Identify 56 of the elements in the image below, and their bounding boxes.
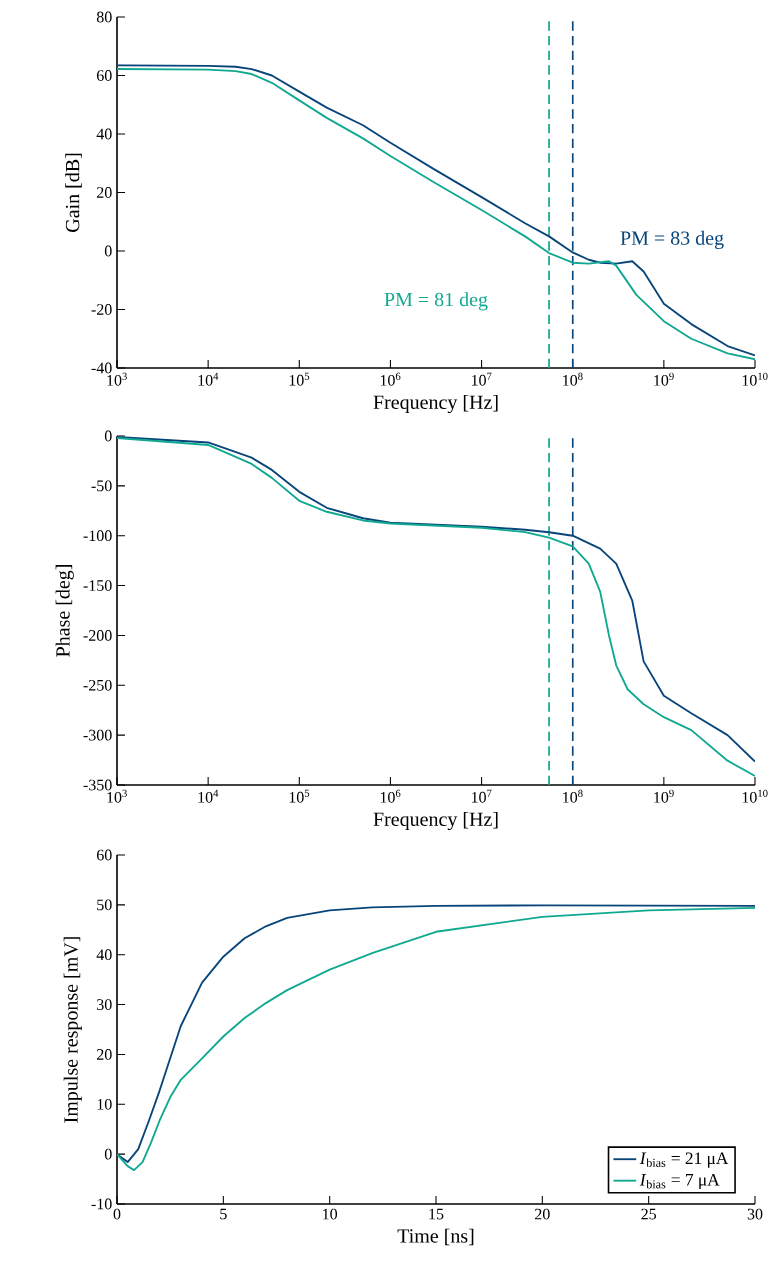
annotation: PM = 83 deg: [620, 230, 724, 249]
legend-label: I$_{bias}$ = 7 μA: [639, 1173, 720, 1190]
x-tick-label: 10$^{4}$: [198, 372, 219, 386]
x-tick-label: 5: [220, 1208, 227, 1220]
x-tick-label: 10: [323, 1208, 338, 1220]
y-tick-label: -20: [91, 304, 112, 315]
x-tick-label: 10$^{5}$: [289, 789, 310, 803]
x-axis-title: Frequency [Hz]: [373, 811, 498, 831]
x-tick-label: 10$^{9}$: [654, 372, 674, 386]
y-tick-label: 0: [104, 245, 112, 257]
y-tick-label: -300: [83, 729, 112, 741]
x-tick-label: 10$^{7}$: [471, 789, 492, 803]
legend-label: I$_{bias}$ = 21 μA: [639, 1152, 729, 1168]
x-tick-label: 10$^{6}$: [380, 789, 401, 803]
x-tick-label: 10$^{3}$: [107, 789, 127, 803]
y-tick-label: -350: [83, 779, 112, 791]
y-tick-label: -100: [83, 530, 112, 542]
y-tick-label: 50: [97, 899, 112, 911]
annotation: PM = 81 deg: [384, 292, 488, 311]
y-tick-label: 60: [96, 70, 112, 81]
x-tick-label: 10$^{7}$: [471, 372, 492, 386]
y-tick-label: -50: [91, 480, 112, 492]
x-tick-label: 30: [747, 1208, 763, 1220]
y-tick-label: 20: [97, 187, 112, 198]
y-tick-label: -150: [83, 580, 112, 591]
y-tick-label: 60: [96, 849, 112, 861]
y-tick-label: 20: [97, 1049, 112, 1060]
y-axis-title: Impulse response [mV]: [63, 937, 82, 1123]
y-tick-label: 10: [97, 1098, 112, 1110]
y-tick-label: -200: [83, 630, 112, 641]
x-axis-title: Time [ns]: [397, 1228, 474, 1246]
x-tick-label: 10$^{10}$: [742, 789, 768, 803]
y-tick-label: -40: [91, 362, 112, 374]
x-tick-label: 10$^{9}$: [654, 789, 674, 803]
y-tick-label: 40: [96, 949, 112, 961]
x-tick-label: 10$^{6}$: [380, 372, 401, 386]
x-axis-title: Frequency [Hz]: [373, 394, 498, 414]
y-tick-label: 30: [97, 999, 112, 1010]
x-tick-label: 10$^{5}$: [289, 372, 310, 386]
y-axis-title: Phase [deg]: [55, 565, 74, 657]
y-tick-label: 0: [104, 430, 112, 442]
y-tick-label: 0: [104, 1148, 112, 1160]
x-tick-label: 25: [641, 1208, 657, 1220]
x-tick-label: 15: [429, 1208, 444, 1220]
x-tick-label: 10$^{3}$: [107, 372, 127, 386]
x-tick-label: 10$^{8}$: [563, 789, 583, 803]
x-tick-label: 20: [535, 1208, 550, 1220]
y-tick-label: 40: [96, 128, 112, 140]
x-tick-label: 10$^{8}$: [563, 372, 583, 386]
x-tick-label: 10$^{10}$: [742, 372, 768, 386]
y-tick-label: -10: [91, 1198, 112, 1210]
y-tick-label: 80: [96, 11, 112, 23]
x-tick-label: 10$^{4}$: [198, 789, 219, 803]
y-axis-title: Gain [dB]: [65, 153, 82, 232]
x-tick-label: 0: [113, 1208, 121, 1220]
y-tick-label: -250: [83, 679, 112, 691]
